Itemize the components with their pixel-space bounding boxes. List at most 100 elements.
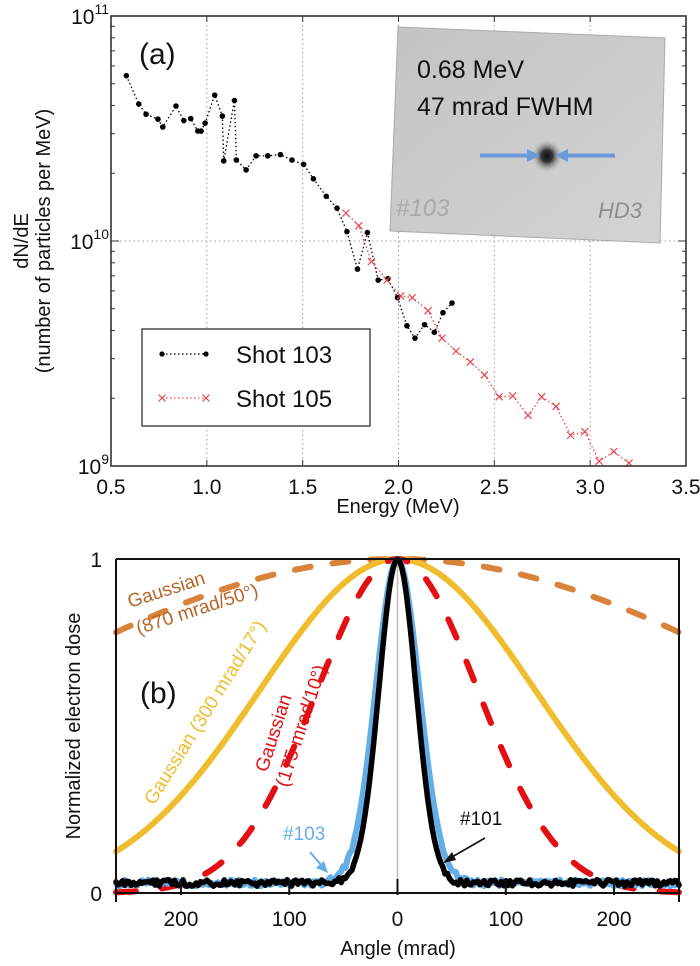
y-tick-label: 0	[90, 883, 102, 906]
data-point	[173, 103, 179, 109]
y-tick-label: 1	[90, 549, 102, 572]
data-point	[277, 151, 284, 158]
x-tick-label: 2.0	[384, 476, 413, 499]
data-point	[552, 402, 560, 411]
data-point	[300, 161, 307, 168]
panel-b-y-axis-title: Normalized electron dose	[63, 613, 85, 840]
data-point	[211, 92, 218, 98]
data-point	[438, 334, 446, 343]
label-gaussian-870: Gaussian (870 mrad/50°)	[125, 568, 261, 639]
x-tick-label: 1.5	[288, 476, 317, 499]
inset-fwhm-text: 47 mrad FWHM	[417, 93, 593, 121]
data-point	[495, 392, 504, 401]
y-tick-label: 109	[78, 451, 109, 479]
right-arrow-head-icon	[555, 149, 568, 162]
film-background	[389, 26, 666, 244]
data-point	[566, 431, 575, 440]
x-tick-label: 200	[163, 908, 198, 931]
inset-energy-text: 0.68 MeV	[417, 56, 524, 84]
data-point	[424, 306, 432, 315]
data-point	[449, 300, 455, 306]
data-point	[537, 392, 546, 401]
panel-a-y-axis-title-line2: (number of particles per MeV)	[33, 109, 55, 374]
data-point	[123, 72, 130, 79]
data-point	[323, 193, 330, 200]
data-point	[181, 117, 187, 124]
beam-spot	[531, 139, 563, 173]
data-point	[187, 115, 194, 122]
arrow-shot-101	[451, 837, 486, 858]
legend-label-shot-103: Shot 103	[236, 342, 332, 369]
data-point	[595, 457, 604, 466]
data-point	[609, 447, 618, 456]
y-tick-label: 1010	[70, 226, 109, 254]
legend-marker-shot-105	[158, 394, 166, 402]
panel-a-y-axis-title-line1: dN/dE	[11, 213, 33, 269]
data-point	[412, 335, 418, 341]
data-point	[243, 167, 249, 173]
x-tick-label: 100	[488, 908, 523, 931]
panel-a-spectrum-chart: 0.68 MeV 47 mrad FWHM #103 HD3 0.5 1.0 1.5…	[11, 1, 700, 518]
arrow-shot-103	[309, 851, 323, 867]
data-point	[289, 157, 295, 163]
data-point	[344, 228, 350, 235]
x-tick-label: 0.5	[96, 476, 125, 499]
x-tick-label: 2.5	[480, 476, 509, 499]
data-point	[452, 347, 460, 356]
data-point	[431, 329, 438, 336]
panel-a-ticks: 0.5 1.0 1.5 2.0 2.5 3.0 3.5 1011 1010 109	[70, 1, 700, 499]
legend-marker-shot-105	[202, 394, 210, 402]
data-point	[440, 309, 446, 316]
x-tick-label: 1.0	[192, 476, 221, 499]
data-point	[396, 292, 405, 300]
y-tick-label: 1011	[71, 1, 109, 29]
data-point	[508, 391, 517, 400]
data-point	[264, 153, 271, 159]
data-point	[159, 124, 166, 130]
data-point	[480, 370, 489, 379]
x-tick-label: 200	[597, 908, 632, 931]
data-point	[404, 322, 410, 329]
data-point	[354, 221, 363, 230]
left-arrow-head-icon	[527, 149, 540, 162]
x-tick-label: 3.0	[576, 476, 605, 499]
panel-b-ticks: 200 100 0 100 200 0 1	[90, 549, 631, 931]
panel-a-label: (a)	[139, 38, 176, 71]
panel-a-x-axis-title: Energy (MeV)	[336, 496, 459, 518]
data-point	[310, 175, 317, 182]
legend-label-shot-105: Shot 105	[236, 386, 332, 413]
data-point	[408, 293, 417, 302]
data-point	[466, 358, 475, 366]
data-point	[219, 113, 226, 119]
arrow-head-101-icon	[443, 852, 456, 863]
film-mark-hd3: HD3	[598, 198, 643, 223]
x-tick-label: 3.5	[671, 476, 700, 499]
panel-b-angular-chart: 200 100 0 100 200 0 1 (b) Angle (mrad) Normali…	[63, 549, 682, 960]
data-point	[367, 257, 376, 266]
x-tick-label: 100	[272, 908, 307, 931]
data-point	[342, 209, 350, 218]
data-point	[202, 120, 208, 126]
label-gaussian-300: Gaussian (300 mrad/17°)	[140, 617, 270, 808]
series-line-shot-105	[345, 212, 630, 464]
label-shot-103: #103	[283, 824, 325, 845]
film-mark-shot: #103	[396, 195, 450, 222]
data-point	[220, 158, 227, 164]
panel-a-legend: Shot 103 Shot 105	[141, 328, 371, 427]
data-point	[421, 321, 428, 328]
data-point	[375, 277, 381, 283]
data-point	[334, 205, 340, 211]
data-point	[383, 276, 391, 285]
data-point	[155, 116, 161, 122]
data-point	[354, 266, 361, 272]
x-tick-label: 0	[392, 908, 404, 931]
legend-marker-shot-103	[203, 351, 209, 357]
label-shot-101: #101	[460, 809, 502, 830]
panel-b-label: (b)	[140, 677, 177, 710]
data-point	[580, 427, 589, 436]
data-point	[394, 294, 401, 301]
data-point	[253, 153, 259, 159]
data-point	[143, 111, 149, 118]
panel-b-x-axis-title: Angle (mrad)	[340, 938, 456, 960]
